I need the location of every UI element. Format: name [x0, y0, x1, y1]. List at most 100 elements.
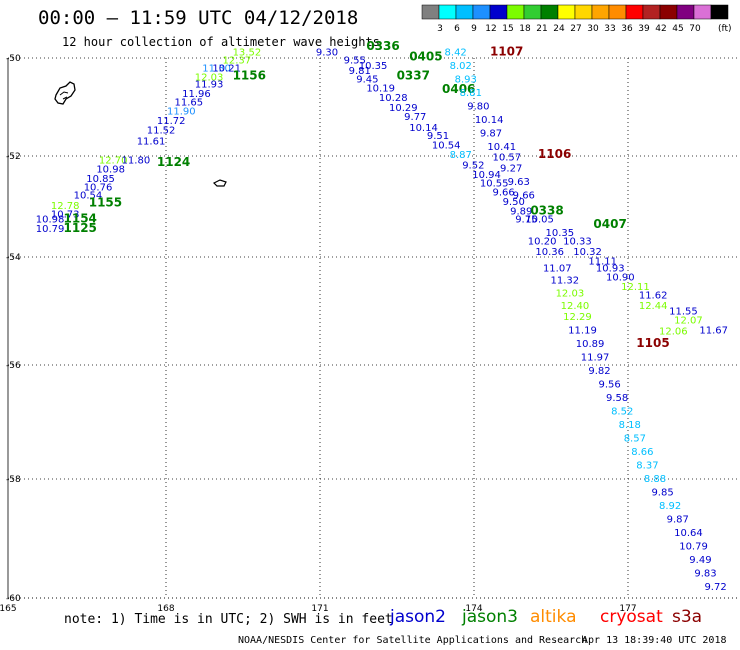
wave-height-label: 9.49	[689, 555, 711, 566]
wave-height-label: 10.19	[366, 83, 395, 94]
wave-height-label: 8.92	[659, 501, 681, 512]
lat-label: -56	[6, 361, 21, 371]
wave-height-label: 12.06	[659, 326, 688, 337]
wave-height-label: 10.89	[576, 339, 605, 350]
wave-height-label: 9.66	[492, 188, 514, 199]
colorbar-label: 12	[485, 24, 496, 34]
time-stamp-label: 1106	[538, 147, 571, 161]
wave-height-label: 9.75	[515, 215, 537, 226]
wave-height-label: 9.51	[427, 131, 449, 142]
wave-height-label: 11.97	[581, 352, 610, 363]
page-subtitle: 12 hour collection of altimeter wave hei…	[62, 35, 380, 49]
wave-height-label: 9.27	[500, 163, 522, 174]
wave-height-label: 13.52	[233, 47, 262, 58]
wave-height-label: 10.14	[409, 123, 438, 134]
wave-height-label: 12.03	[556, 289, 585, 300]
wave-height-label: 8.52	[611, 406, 633, 417]
wave-height-label: 11.80	[122, 155, 151, 166]
wave-height-label: 12.29	[563, 312, 592, 323]
legend-cryosat: cryosat	[600, 607, 663, 627]
wave-height-label: 10.64	[674, 528, 703, 539]
colorbar-label: 42	[655, 24, 666, 34]
wave-height-label: 9.85	[651, 487, 673, 498]
wave-height-label: 10.21	[212, 64, 241, 75]
time-stamp-label: 0406	[442, 82, 475, 96]
wave-height-label: 10.20	[528, 236, 557, 247]
wave-height-label: 10.93	[596, 263, 625, 274]
land-masses	[54, 81, 227, 187]
wave-height-label: 10.28	[379, 93, 408, 104]
wave-height-label: 9.83	[694, 568, 716, 579]
wave-height-label: 8.42	[445, 47, 467, 58]
legend-altika: altika	[530, 607, 577, 627]
wave-height-label: 9.77	[404, 112, 426, 123]
wave-height-label: 11.93	[195, 80, 224, 91]
wave-height-label: 10.90	[606, 272, 635, 283]
wave-height-label: 11.11	[588, 256, 617, 267]
colorbar-swatch	[659, 4, 678, 20]
wave-height-label: 10.35	[545, 228, 574, 239]
time-stamp-label: 0407	[593, 217, 626, 231]
colorbar-unit: (ft)	[718, 24, 732, 34]
wave-height-label: 10.36	[535, 247, 564, 258]
colorbar-label: 27	[570, 24, 581, 34]
lon-label: 174	[465, 604, 482, 614]
time-stamp-label: 1154	[64, 212, 97, 226]
wave-height-label: 10.94	[472, 170, 501, 181]
wave-height-label: 11.67	[699, 325, 728, 336]
colorbar-swatch	[557, 4, 576, 20]
lat-label: -50	[6, 54, 21, 64]
colorbar-label: 9	[471, 24, 477, 34]
wave-height-label: 9.66	[513, 190, 535, 201]
wave-height-label: 9.56	[598, 379, 620, 390]
colorbar-swatch	[523, 4, 542, 20]
legend-s3a: s3a	[672, 607, 703, 627]
wave-height-label: 9.80	[467, 101, 489, 112]
wave-height-label: 9.63	[508, 177, 530, 188]
colorbar-label: 21	[536, 24, 547, 34]
colorbar-swatch	[506, 4, 525, 20]
colorbar-swatch	[625, 4, 644, 20]
lat-label: -54	[6, 253, 21, 263]
colorbar-label: 15	[502, 24, 513, 34]
legend-jason3: jason3	[462, 607, 518, 627]
colorbar-label: 45	[672, 24, 683, 34]
colorbar-swatch	[710, 4, 729, 20]
time-stamp-label: 1124	[157, 155, 190, 169]
time-stamp-label: 1155	[89, 196, 122, 210]
wave-height-label: 8.88	[644, 474, 666, 485]
colorbar-swatch	[591, 4, 610, 20]
wave-height-label: 9.82	[588, 366, 610, 377]
wave-height-label: 11.19	[568, 325, 597, 336]
wave-height-label: 12.03	[195, 73, 224, 84]
colorbar-label: 30	[587, 24, 599, 34]
colorbar-swatch	[574, 4, 593, 20]
time-stamp-label: 1107	[490, 44, 523, 58]
time-stamp-label: 1125	[64, 221, 97, 235]
wave-height-label: 9.89	[510, 207, 532, 218]
wave-height-label: 12.78	[51, 201, 80, 212]
colorbar-swatch	[489, 4, 508, 20]
footer-credit: NOAA/NESDIS Center for Satellite Applica…	[238, 635, 588, 646]
colorbar-swatch	[642, 4, 661, 20]
wave-height-label: 8.93	[455, 74, 477, 85]
wave-height-label: 10.85	[86, 174, 115, 185]
time-stamp-label: 1156	[233, 69, 266, 83]
auckland-islands-detail	[59, 91, 69, 100]
time-stamp-label: 1105	[636, 336, 669, 350]
wave-height-label: 11.65	[175, 98, 204, 109]
wave-height-label: 10.55	[480, 179, 509, 190]
time-stamp-label: 0405	[409, 50, 442, 64]
wave-height-label: 11.52	[147, 126, 176, 137]
wave-height-label: 9.30	[316, 47, 338, 58]
wave-height-label: 10.98	[36, 215, 65, 226]
wave-height-label: 10.76	[84, 182, 113, 193]
colorbar-swatch	[421, 4, 440, 20]
wave-height-label: 11.96	[182, 89, 211, 100]
wave-height-label: 10.35	[359, 61, 388, 72]
wave-height-label: 11.07	[543, 263, 572, 274]
wave-height-label: 9.87	[480, 128, 502, 139]
lon-label: 171	[311, 604, 328, 614]
colorbar-swatch	[608, 4, 627, 20]
